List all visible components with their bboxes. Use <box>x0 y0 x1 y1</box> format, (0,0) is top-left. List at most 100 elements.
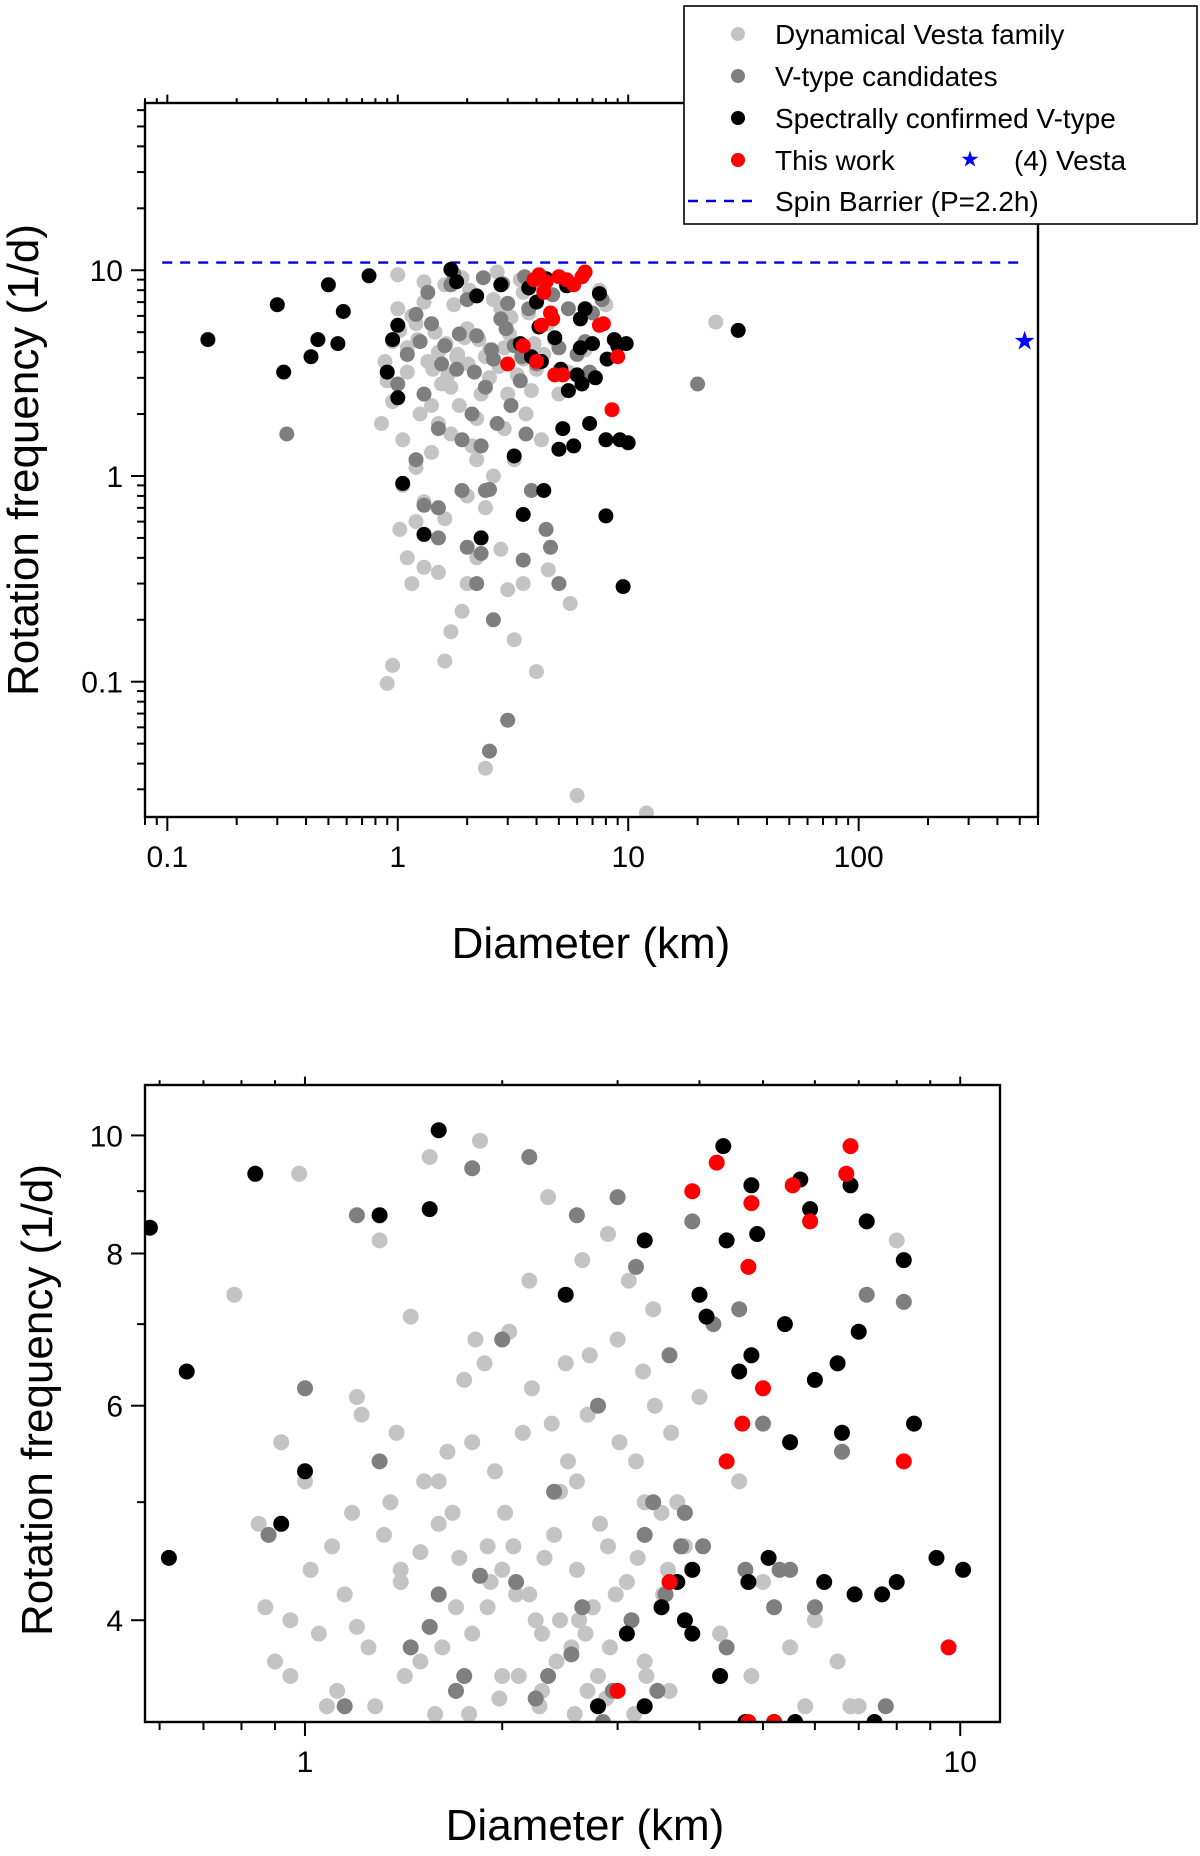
bottom-point-dynamical-vesta-family <box>427 1706 444 1722</box>
bottom-point-spectrally-confirmed-v-type <box>430 1122 447 1139</box>
top-point-dynamical-vesta-family <box>477 500 493 516</box>
top-point-spectrally-confirmed-v-type <box>582 416 598 431</box>
top-point-this-work <box>595 316 611 332</box>
bottom-point-dynamical-vesta-family <box>629 1549 646 1566</box>
bottom-point-spectrally-confirmed-v-type <box>715 1138 732 1155</box>
top-point-spectrally-confirmed-v-type <box>330 336 346 352</box>
top-point-dynamical-vesta-family <box>437 653 453 669</box>
top-point-spectrally-confirmed-v-type <box>598 432 614 448</box>
top-point-v-type-candidates <box>430 530 446 546</box>
bottom-point-dynamical-vesta-family <box>416 1473 433 1490</box>
top-point-this-work <box>577 264 593 280</box>
top-point-spectrally-confirmed-v-type <box>566 438 582 454</box>
bottom-point-spectrally-confirmed-v-type <box>740 1574 757 1590</box>
bottom-point-dynamical-vesta-family <box>611 1434 628 1451</box>
bottom-point-spectrally-confirmed-v-type <box>928 1549 945 1566</box>
bottom-plot-frame <box>143 1083 1002 1724</box>
bottom-point-dynamical-vesta-family <box>548 1653 565 1670</box>
bottom-point-spectrally-confirmed-v-type <box>846 1586 863 1603</box>
top-point-dynamical-vesta-family <box>506 632 522 648</box>
top-point-dynamical-vesta-family <box>569 788 585 803</box>
bottom-point-spectrally-confirmed-v-type <box>829 1355 846 1372</box>
top-point-v-type-candidates <box>454 483 470 498</box>
top-point-spectrally-confirmed-v-type <box>598 508 614 524</box>
bottom-point-this-work <box>734 1415 751 1432</box>
top-point-spectrally-confirmed-v-type <box>591 286 607 302</box>
top-point-dynamical-vesta-family <box>469 452 485 468</box>
bottom-point-dynamical-vesta-family <box>590 1668 606 1684</box>
top-point-dynamical-vesta-family <box>443 426 459 442</box>
bottom-point-v-type-candidates <box>574 1599 591 1616</box>
bottom-point-dynamical-vesta-family <box>282 1668 299 1684</box>
top-point-dynamical-vesta-family <box>450 346 466 362</box>
bottom-point-dynamical-vesta-family <box>267 1653 283 1670</box>
bottom-point-dynamical-vesta-family <box>310 1625 327 1642</box>
bottom-point-this-work <box>802 1213 819 1230</box>
legend-marker-v-type-candidates <box>731 69 745 83</box>
bottom-point-v-type-candidates <box>673 1538 690 1555</box>
bottom-point-dynamical-vesta-family <box>396 1668 413 1684</box>
bottom-point-spectrally-confirmed-v-type <box>834 1424 850 1441</box>
top-y-axis-ticks: 0.1 1 10 <box>81 109 145 791</box>
bottom-point-this-work <box>784 1177 801 1194</box>
bottom-point-v-type-candidates <box>336 1698 353 1715</box>
top-point-dynamical-vesta-family <box>485 292 501 308</box>
top-vesta-star: ★ <box>1013 327 1036 357</box>
bottom-point-spectrally-confirmed-v-type <box>618 1625 635 1642</box>
bottom-point-spectrally-confirmed-v-type <box>787 1714 804 1722</box>
bottom-point-spectrally-confirmed-v-type <box>776 1316 793 1333</box>
top-point-dynamical-vesta-family <box>540 562 556 578</box>
top-point-v-type-candidates <box>475 270 491 286</box>
bottom-point-v-type-candidates <box>718 1639 735 1656</box>
bottom-point-spectrally-confirmed-v-type <box>653 1599 670 1616</box>
bottom-points <box>145 1122 972 1722</box>
legend-box <box>683 5 1198 225</box>
legend-label-vesta: (4) Vesta <box>1014 145 1126 176</box>
bottom-point-this-work <box>708 1154 725 1171</box>
bottom-point-dynamical-vesta-family <box>527 1612 544 1629</box>
bottom-point-v-type-candidates <box>895 1293 912 1310</box>
bottom-point-dynamical-vesta-family <box>273 1434 290 1451</box>
bottom-point-dynamical-vesta-family <box>291 1165 308 1182</box>
bottom-point-dynamical-vesta-family <box>257 1599 274 1616</box>
bottom-point-v-type-candidates <box>806 1599 823 1616</box>
bottom-point-dynamical-vesta-family <box>344 1504 361 1521</box>
bottom-point-this-work <box>895 1453 912 1470</box>
top-point-spectrally-confirmed-v-type <box>449 274 465 290</box>
top-point-v-type-candidates <box>500 295 516 311</box>
top-plot-area: ★ <box>162 261 1036 817</box>
bottom-point-spectrally-confirmed-v-type <box>371 1207 388 1224</box>
top-point-spectrally-confirmed-v-type <box>515 507 531 522</box>
bottom-point-dynamical-vesta-family <box>523 1380 540 1397</box>
bottom-point-dynamical-vesta-family <box>376 1526 392 1543</box>
bottom-point-dynamical-vesta-family <box>581 1347 598 1364</box>
bottom-point-spectrally-confirmed-v-type <box>760 1549 777 1566</box>
top-y-tick-label: 1 <box>106 461 123 494</box>
bottom-point-dynamical-vesta-family <box>806 1612 823 1629</box>
top-point-v-type-candidates <box>477 379 493 395</box>
top-point-spectrally-confirmed-v-type <box>385 332 401 348</box>
bottom-point-spectrally-confirmed-v-type <box>145 1219 158 1236</box>
top-point-v-type-candidates <box>424 316 439 332</box>
bottom-point-spectrally-confirmed-v-type <box>743 1177 760 1194</box>
top-point-spectrally-confirmed-v-type <box>200 332 216 348</box>
bottom-point-v-type-candidates <box>540 1668 557 1684</box>
bottom-point-dynamical-vesta-family <box>508 1586 525 1603</box>
bottom-point-spectrally-confirmed-v-type <box>858 1213 875 1230</box>
top-point-this-work <box>529 354 544 369</box>
bottom-point-this-work <box>838 1165 855 1182</box>
bottom-chart: 1 10 4 6 8 10 Diameter (km) Rotation frequen… <box>13 1076 1002 1850</box>
top-point-v-type-candidates <box>279 426 295 442</box>
top-point-spectrally-confirmed-v-type <box>615 579 631 595</box>
bottom-point-spectrally-confirmed-v-type <box>806 1371 823 1388</box>
bottom-point-dynamical-vesta-family <box>536 1549 553 1566</box>
top-x-tick-label: 0.1 <box>146 841 188 874</box>
top-point-v-type-candidates <box>560 301 576 317</box>
bottom-point-v-type-candidates <box>649 1682 666 1699</box>
top-point-spectrally-confirmed-v-type <box>361 268 377 284</box>
bottom-point-dynamical-vesta-family <box>577 1625 594 1642</box>
bottom-point-v-type-candidates <box>661 1347 678 1364</box>
top-point-dynamical-vesta-family <box>477 760 493 776</box>
bottom-point-v-type-candidates <box>834 1443 850 1460</box>
top-point-spectrally-confirmed-v-type <box>390 317 406 333</box>
